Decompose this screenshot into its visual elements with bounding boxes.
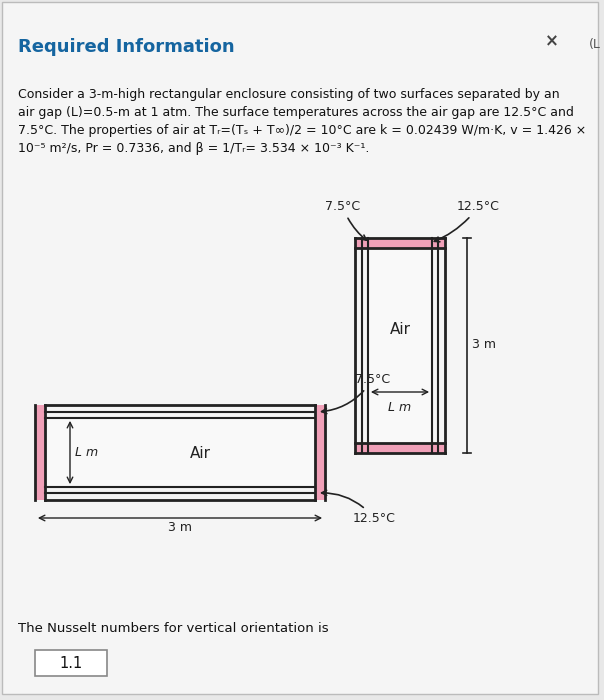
Text: 10⁻⁵ m²/s, Pr = 0.7336, and β = 1/Tᵣ= 3.534 × 10⁻³ K⁻¹.: 10⁻⁵ m²/s, Pr = 0.7336, and β = 1/Tᵣ= 3.… bbox=[18, 142, 370, 155]
Text: L m: L m bbox=[388, 401, 411, 414]
Text: 3 m: 3 m bbox=[472, 339, 496, 351]
Bar bbox=[45, 418, 315, 487]
Text: The Nusselt numbers for vertical orientation is: The Nusselt numbers for vertical orienta… bbox=[18, 622, 329, 635]
Text: Air: Air bbox=[190, 447, 211, 461]
Text: 7.5°C: 7.5°C bbox=[321, 373, 390, 414]
Text: (L: (L bbox=[589, 38, 601, 51]
Text: L m: L m bbox=[75, 445, 98, 458]
Bar bbox=[368, 248, 432, 443]
FancyBboxPatch shape bbox=[2, 2, 598, 694]
Text: Required Information: Required Information bbox=[18, 38, 234, 56]
Text: 7.5°C. The properties of air at Tᵣ=(Tₛ + T∞)/2 = 10°C are k = 0.02439 W/m·K, v =: 7.5°C. The properties of air at Tᵣ=(Tₛ +… bbox=[18, 124, 586, 137]
Bar bbox=[355, 238, 445, 248]
Text: 12.5°C: 12.5°C bbox=[322, 490, 396, 525]
Text: ×: × bbox=[545, 32, 559, 50]
Bar bbox=[355, 443, 445, 453]
Bar bbox=[315, 405, 325, 500]
Text: 12.5°C: 12.5°C bbox=[434, 200, 500, 242]
Text: 1.1: 1.1 bbox=[59, 655, 83, 671]
Text: 7.5°C: 7.5°C bbox=[325, 200, 366, 240]
Text: Consider a 3-m-high rectangular enclosure consisting of two surfaces separated b: Consider a 3-m-high rectangular enclosur… bbox=[18, 88, 560, 101]
Text: 3 m: 3 m bbox=[168, 521, 192, 534]
Bar bbox=[35, 405, 45, 500]
Bar bbox=[35, 650, 107, 676]
Text: Air: Air bbox=[390, 323, 411, 337]
Text: air gap (L)=0.5-m at 1 atm. The surface temperatures across the air gap are 12.5: air gap (L)=0.5-m at 1 atm. The surface … bbox=[18, 106, 574, 119]
